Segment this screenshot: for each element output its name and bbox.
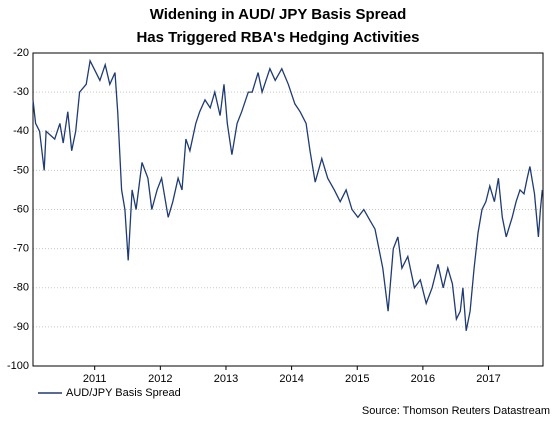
y-tick-label: -100 <box>7 360 29 372</box>
x-tick-label: 2015 <box>345 373 369 385</box>
x-tick-label: 2017 <box>476 373 500 385</box>
plot-frame <box>32 52 544 367</box>
y-tick-label: -90 <box>13 321 29 333</box>
series-line <box>32 58 543 331</box>
chart-title: Has Triggered RBA's Hedging Activities <box>136 29 419 46</box>
source: Source: Thomson Reuters Datastream <box>362 405 550 417</box>
x-tick-label: 2014 <box>279 373 303 385</box>
legend-label: AUD/JPY Basis Spread <box>66 387 181 399</box>
chart-title: Widening in AUD/ JPY Basis Spread <box>150 6 407 23</box>
x-tick-label: 2012 <box>148 373 172 385</box>
y-tick-label: -80 <box>13 282 29 294</box>
y-tick-label: -50 <box>13 164 29 176</box>
y-tick-label: -60 <box>13 203 29 215</box>
y-tick-label: -40 <box>13 125 29 137</box>
x-tick-label: 2016 <box>411 373 435 385</box>
y-tick-label: -30 <box>13 86 29 98</box>
x-tick-label: 2013 <box>214 373 238 385</box>
y-tick-label: -70 <box>13 243 29 255</box>
x-tick-label: 2011 <box>83 373 107 385</box>
y-tick-label: -20 <box>13 47 29 59</box>
